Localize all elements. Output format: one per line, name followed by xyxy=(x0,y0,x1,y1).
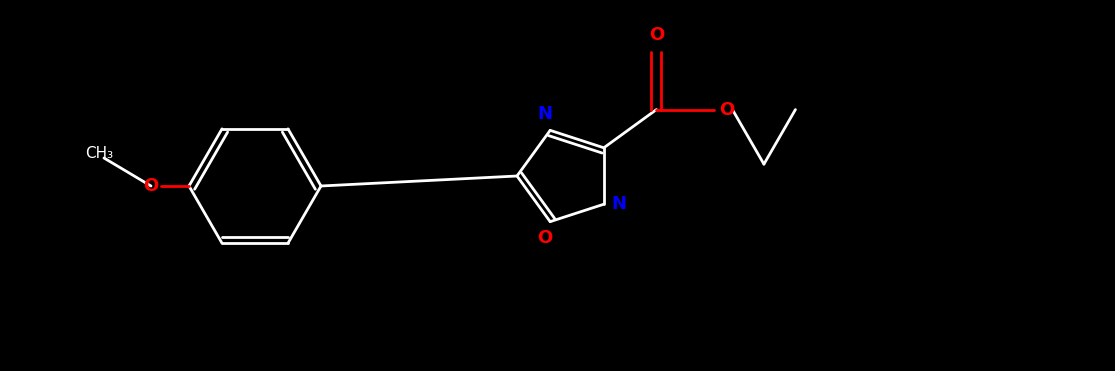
Text: N: N xyxy=(537,105,553,123)
Text: O: O xyxy=(649,26,665,43)
Text: O: O xyxy=(719,101,735,119)
Text: O: O xyxy=(537,229,553,247)
Text: O: O xyxy=(144,177,158,195)
Text: CH₃: CH₃ xyxy=(85,145,113,161)
Text: N: N xyxy=(612,195,627,213)
